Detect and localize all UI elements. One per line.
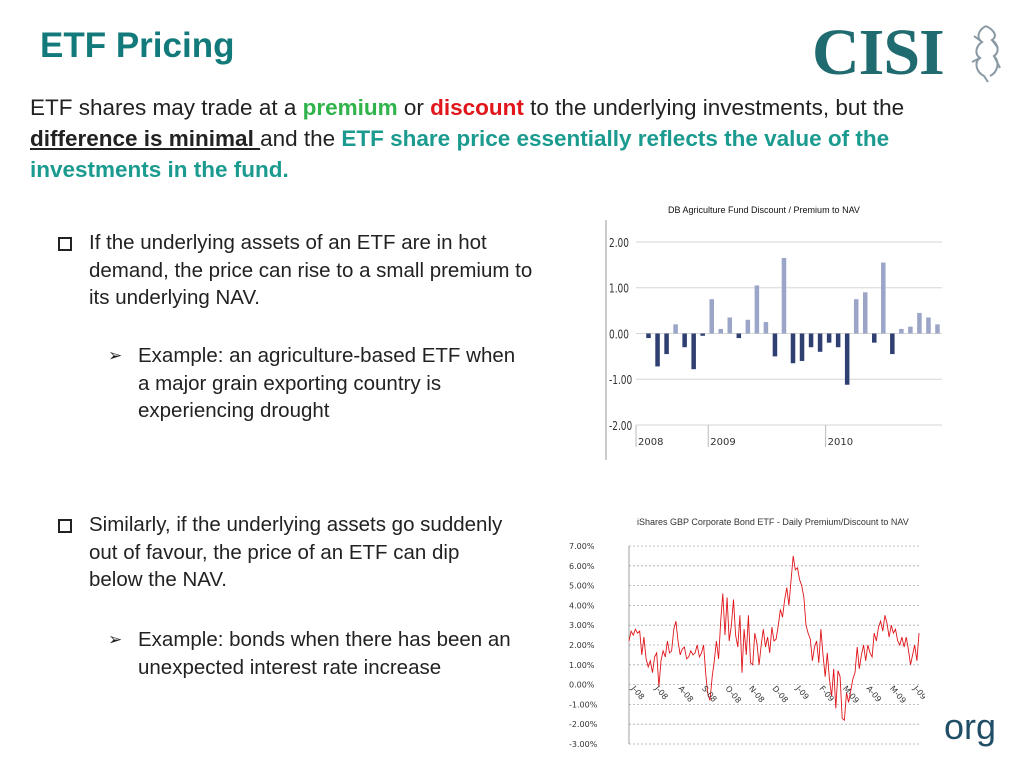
chart1-bar xyxy=(682,333,687,348)
chart2-ytick: 6.00% xyxy=(569,562,595,571)
chart2-xlabel: J-08 xyxy=(652,683,669,701)
chart2-xlabel: J-08 xyxy=(629,683,646,701)
sub-bullet-text: Example: an agriculture-based ETF when a… xyxy=(138,344,516,422)
chart2-ytick: -1.00% xyxy=(569,700,598,709)
chart1-bar xyxy=(745,319,751,334)
intro-paragraph: ETF shares may trade at a premium or dis… xyxy=(30,95,905,182)
chart2-series-line xyxy=(628,555,920,722)
chart1-bar xyxy=(935,324,940,334)
chart1-xlabel: 2009 xyxy=(710,437,735,448)
sub-bullet-bonds: ➢ Example: bonds when there has been an … xyxy=(108,626,528,681)
chart2-xlabel: D-08 xyxy=(770,684,789,705)
bullet-discount: Similarly, if the underlying assets go s… xyxy=(58,511,518,594)
chart1-bar xyxy=(817,333,823,352)
bullet-text: Similarly, if the underlying assets go s… xyxy=(89,513,503,591)
chart1-bar xyxy=(899,328,904,334)
chart1-bar xyxy=(908,326,913,334)
bullet-text: If the underlying assets of an ETF are i… xyxy=(89,231,533,309)
reflect-phrase: ETF share price essentially reflects the… xyxy=(30,126,890,182)
chart1-bar xyxy=(664,333,669,355)
chart1-bar xyxy=(646,333,651,339)
agriculture-bar-chart: 2.00 1.00 0.00 -1.00 -2.00 2008 2009 2010 xyxy=(605,220,942,460)
chart1-bar xyxy=(727,317,733,334)
chart1-bar xyxy=(718,328,724,334)
chart1-ytick: 1.00 xyxy=(609,282,629,296)
chart1-bar xyxy=(754,285,760,334)
chart1-bar xyxy=(835,333,841,348)
chart1-ytick: -2.00 xyxy=(609,419,632,433)
cisi-logo: CISI xyxy=(812,18,1012,88)
chart2-ytick: -3.00% xyxy=(569,740,598,749)
chart1-bar xyxy=(673,324,678,334)
bond-line-chart: 7.00% 6.00% 5.00% 4.00% 3.00% 2.00% 1.00% 0.00%… xyxy=(569,542,925,749)
chart2-xlabel: A-08 xyxy=(676,684,695,704)
chart1-bar xyxy=(890,333,895,355)
minimal-phrase: difference is minimal xyxy=(30,126,261,151)
chart1-bar xyxy=(709,299,714,334)
chart2-ytick: 2.00% xyxy=(569,641,595,650)
chart1-bar xyxy=(700,333,705,336)
chart1-bar xyxy=(853,299,859,334)
chart2-ytick: 3.00% xyxy=(569,621,595,630)
chart1-bar xyxy=(763,322,769,334)
arrow-bullet-icon: ➢ xyxy=(108,346,123,365)
chart1-title: DB Agriculture Fund Discount / Premium t… xyxy=(668,205,860,215)
footer-org-text: org xyxy=(944,706,997,747)
chart1-bar xyxy=(862,292,868,334)
page-title: ETF Pricing xyxy=(40,26,235,65)
chart1-bar xyxy=(655,333,660,367)
chart1-ytick: 0.00 xyxy=(609,327,629,341)
chart1-ytick: 2.00 xyxy=(609,236,629,250)
arrow-bullet-icon: ➢ xyxy=(108,630,123,649)
chart2-xlabel: J-09 xyxy=(911,683,925,701)
bullet-premium: If the underlying assets of an ETF are i… xyxy=(58,229,558,312)
chart1-bar xyxy=(826,333,832,343)
chart2-ytick: -2.00% xyxy=(569,720,598,729)
sub-bullet-agriculture: ➢ Example: an agriculture-based ETF when… xyxy=(108,342,528,425)
chart1-bar xyxy=(872,333,877,343)
chart2-ytick: 5.00% xyxy=(569,582,595,591)
chart2-xlabel: F-09 xyxy=(817,684,835,703)
checkbox-bullet-icon xyxy=(58,237,72,251)
chart1-bar xyxy=(808,333,814,348)
chart1-bar xyxy=(781,258,787,334)
chart2-xlabel: M-09 xyxy=(841,684,861,705)
chart1-bar xyxy=(691,333,696,370)
chart2-ytick: 7.00% xyxy=(569,542,595,551)
logo-text: CISI xyxy=(812,16,945,89)
chart2-ytick: 1.00% xyxy=(569,661,595,670)
chart2-xlabel: S-08 xyxy=(700,684,719,704)
chart2-xlabel: A-09 xyxy=(864,684,883,704)
chart1-bar xyxy=(790,333,796,364)
chart1-bar xyxy=(881,262,886,334)
chart1-bar xyxy=(844,333,850,385)
discount-word: discount xyxy=(430,95,524,120)
chart1-xlabel: 2008 xyxy=(638,437,663,448)
chart2-xlabel: M-09 xyxy=(888,684,908,705)
chart2-xlabel: O-08 xyxy=(723,684,742,705)
chart1-bar xyxy=(736,333,742,339)
premium-word: premium xyxy=(302,95,398,120)
chart2-xlabel: J-09 xyxy=(793,683,810,701)
sub-bullet-text: Example: bonds when there has been an un… xyxy=(138,628,511,679)
chart2-ytick: 0.00% xyxy=(569,681,595,690)
chart1-bar xyxy=(799,333,805,361)
chart1-ytick: -1.00 xyxy=(609,373,632,387)
chart1-bar xyxy=(926,317,931,334)
chart1-xlabel: 2010 xyxy=(828,437,853,448)
chart1-bar xyxy=(917,312,922,334)
chart2-xlabel: N-08 xyxy=(747,684,766,704)
griffin-icon xyxy=(971,25,1001,83)
chart1-bar xyxy=(772,333,778,357)
chart2-title: iShares GBP Corporate Bond ETF - Daily P… xyxy=(637,517,909,527)
chart2-ytick: 4.00% xyxy=(569,601,595,610)
checkbox-bullet-icon xyxy=(58,519,72,533)
